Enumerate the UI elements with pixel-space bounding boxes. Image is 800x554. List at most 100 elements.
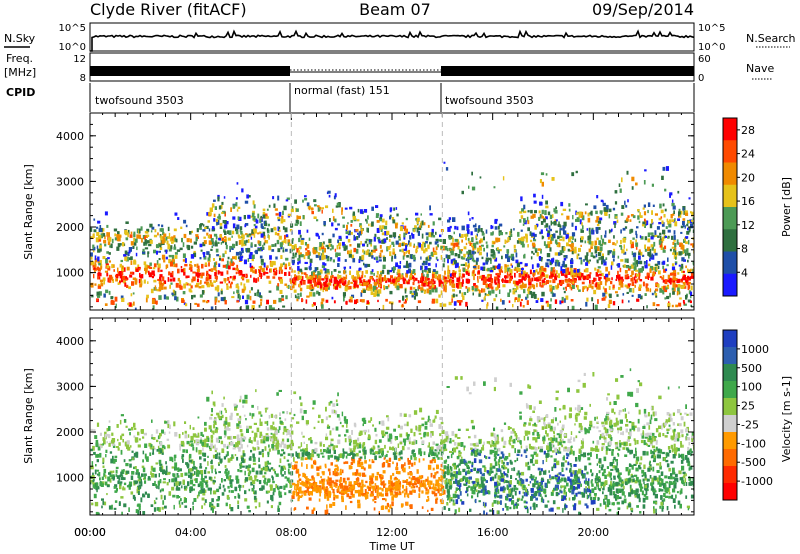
echo-cell <box>348 285 352 290</box>
echo-cell <box>218 415 222 420</box>
echo-cell <box>222 210 226 214</box>
echo-cell <box>541 181 544 187</box>
echo-cell <box>246 425 249 429</box>
echo-cell <box>425 241 428 244</box>
echo-cell <box>521 275 525 280</box>
echo-cell <box>281 295 284 298</box>
echo-cell <box>129 271 133 275</box>
echo-cell <box>301 415 304 421</box>
echo-cell <box>688 255 690 259</box>
echo-cell <box>370 291 374 295</box>
echo-cell <box>129 274 133 278</box>
echo-cell <box>412 485 416 489</box>
echo-cell <box>232 223 236 229</box>
echo-cell <box>172 289 175 295</box>
echo-cell <box>411 292 414 296</box>
echo-cell <box>480 266 484 271</box>
echo-cell <box>287 444 290 449</box>
echo-cell <box>439 303 443 307</box>
echo-cell <box>692 222 694 225</box>
echo-cell <box>259 421 263 426</box>
echo-cell <box>134 466 137 470</box>
echo-cell <box>195 439 199 442</box>
echo-cell <box>539 231 542 235</box>
echo-cell <box>143 279 146 284</box>
echo-cell <box>369 286 373 291</box>
echo-cell <box>662 250 666 253</box>
echo-cell <box>359 299 362 302</box>
echo-cell <box>223 229 226 233</box>
echo-cell <box>132 457 134 461</box>
echo-cell <box>420 256 422 260</box>
echo-cell <box>108 505 113 510</box>
echo-cell <box>598 256 601 261</box>
echo-cell <box>413 229 416 233</box>
echo-cell <box>284 234 286 240</box>
echo-cell <box>556 270 558 275</box>
echo-cell <box>272 468 276 472</box>
echo-cell <box>554 299 558 304</box>
echo-cell <box>208 269 212 272</box>
echo-cell <box>266 227 269 232</box>
echo-cell <box>357 483 360 487</box>
echo-cell <box>561 250 565 253</box>
echo-cell <box>599 246 603 251</box>
echo-cell <box>484 295 486 298</box>
echo-cell <box>332 208 334 213</box>
echo-cell <box>235 271 238 275</box>
echo-cell <box>223 423 226 427</box>
echo-cell <box>314 486 317 491</box>
echo-cell <box>201 285 205 289</box>
echo-cell <box>171 478 175 483</box>
echo-cell <box>232 267 236 271</box>
echo-cell <box>343 296 345 302</box>
echo-cell <box>133 259 136 263</box>
echo-cell <box>382 264 386 269</box>
echo-cell <box>262 475 266 478</box>
echo-cell <box>635 230 637 236</box>
echo-cell <box>674 242 677 248</box>
freq-tick-bottom: 8 <box>80 73 86 84</box>
echo-cell <box>508 300 511 303</box>
echo-cell <box>381 225 385 229</box>
echo-cell <box>156 260 159 265</box>
echo-cell <box>406 250 409 253</box>
echo-cell <box>340 482 343 487</box>
echo-cell <box>290 208 294 213</box>
echo-cell <box>675 252 679 256</box>
echo-cell <box>205 277 209 282</box>
echo-cell <box>223 296 226 302</box>
echo-cell <box>263 479 266 483</box>
echo-cell <box>311 211 314 215</box>
echo-cell <box>229 457 233 461</box>
echo-cell <box>184 472 188 476</box>
echo-cell <box>286 459 290 462</box>
echo-cell <box>110 299 114 304</box>
echo-cell <box>304 195 307 198</box>
echo-cell <box>148 244 152 247</box>
echo-cell <box>661 220 664 225</box>
echo-cell <box>447 274 450 280</box>
echo-cell <box>184 263 188 267</box>
echo-cell <box>521 236 525 242</box>
echo-cell <box>237 293 240 299</box>
echo-cell <box>265 436 269 442</box>
echo-cell <box>429 487 432 490</box>
echo-cell <box>218 213 221 217</box>
echo-cell <box>595 227 599 232</box>
echo-cell <box>197 483 200 488</box>
echo-cell <box>352 258 356 263</box>
echo-cell <box>313 199 317 203</box>
echo-cell <box>354 299 357 305</box>
echo-cell <box>265 266 268 271</box>
echo-cell <box>633 266 637 271</box>
echo-cell <box>218 237 221 241</box>
echo-cell <box>581 273 584 277</box>
echo-cell <box>427 268 431 273</box>
echo-cell <box>334 248 337 252</box>
echo-cell <box>687 299 691 303</box>
echo-cell <box>673 269 677 273</box>
echo-cell <box>531 232 533 237</box>
echo-cell <box>649 258 651 262</box>
echo-cell <box>386 230 390 235</box>
